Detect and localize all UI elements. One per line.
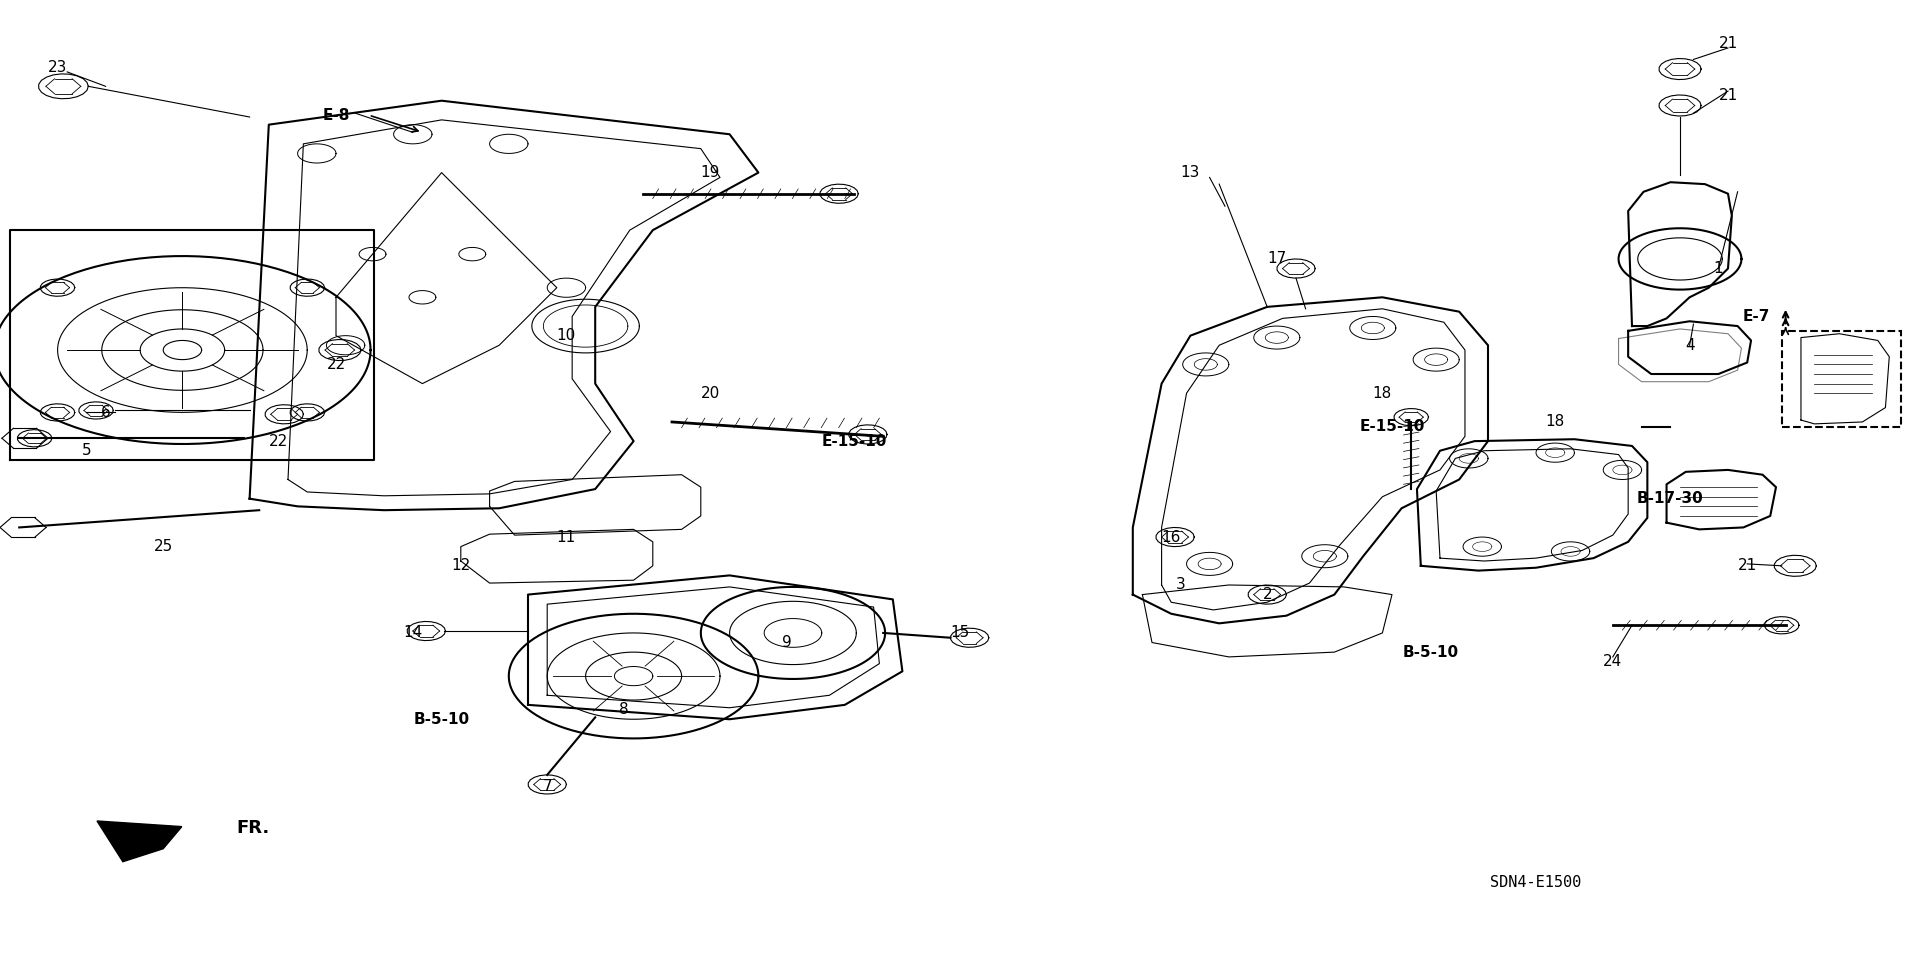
Text: 16: 16 xyxy=(1162,529,1181,545)
Text: 1: 1 xyxy=(1713,261,1724,276)
Text: 5: 5 xyxy=(81,443,92,458)
Text: 21: 21 xyxy=(1718,88,1738,104)
Polygon shape xyxy=(98,821,182,862)
Text: E-8: E-8 xyxy=(323,107,349,123)
Text: SDN4-E1500: SDN4-E1500 xyxy=(1490,875,1582,890)
Text: 8: 8 xyxy=(618,702,630,717)
Text: 17: 17 xyxy=(1267,251,1286,267)
Text: 22: 22 xyxy=(326,357,346,372)
Text: 10: 10 xyxy=(557,328,576,343)
Text: 2: 2 xyxy=(1261,587,1273,602)
Text: 9: 9 xyxy=(781,635,793,650)
Text: 12: 12 xyxy=(451,558,470,573)
Text: 25: 25 xyxy=(154,539,173,554)
Text: 3: 3 xyxy=(1175,577,1187,593)
Text: 20: 20 xyxy=(701,386,720,401)
Text: 11: 11 xyxy=(557,529,576,545)
Text: B-5-10: B-5-10 xyxy=(413,712,470,727)
Text: 23: 23 xyxy=(48,59,67,75)
Text: 18: 18 xyxy=(1546,414,1565,430)
Text: 22: 22 xyxy=(269,433,288,449)
Text: B-17-30: B-17-30 xyxy=(1638,491,1703,506)
Text: 18: 18 xyxy=(1373,386,1392,401)
Text: 6: 6 xyxy=(100,405,111,420)
Text: 14: 14 xyxy=(403,625,422,641)
Text: B-5-10: B-5-10 xyxy=(1402,644,1459,660)
Text: E-7: E-7 xyxy=(1743,309,1770,324)
Text: 7: 7 xyxy=(541,779,553,794)
Text: 24: 24 xyxy=(1603,654,1622,669)
Text: 13: 13 xyxy=(1181,165,1200,180)
Text: FR.: FR. xyxy=(236,819,269,836)
Text: 19: 19 xyxy=(701,165,720,180)
Text: 21: 21 xyxy=(1718,35,1738,51)
Text: E-15-10: E-15-10 xyxy=(1359,419,1425,434)
Text: 21: 21 xyxy=(1738,558,1757,573)
Text: E-15-10: E-15-10 xyxy=(822,433,887,449)
Text: 15: 15 xyxy=(950,625,970,641)
Text: 4: 4 xyxy=(1684,338,1695,353)
